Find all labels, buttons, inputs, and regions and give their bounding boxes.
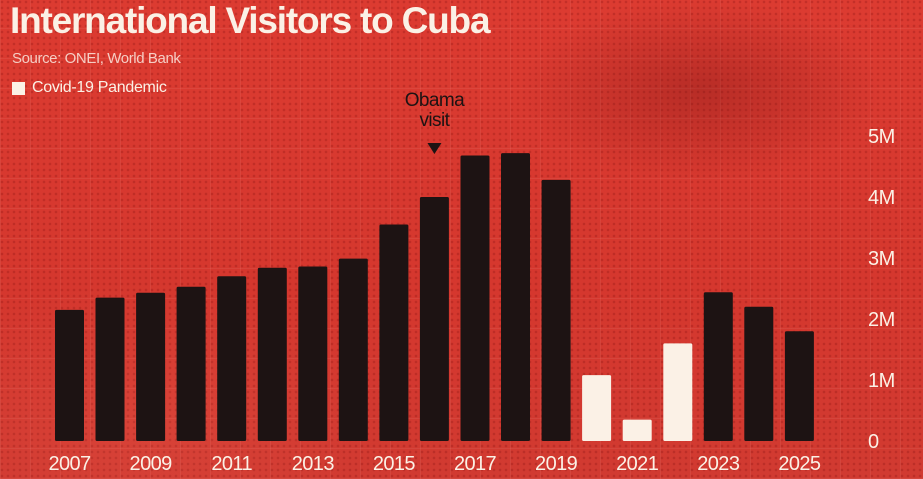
x-tick-label: 2019 bbox=[535, 453, 578, 475]
annotation-text: visit bbox=[420, 110, 451, 131]
legend: Covid-19 Pandemic bbox=[12, 79, 167, 97]
legend-label-covid: Covid-19 Pandemic bbox=[32, 79, 167, 96]
x-tick-label: 2013 bbox=[292, 453, 335, 475]
y-axis-ticks: 0 1M 2M 3M 4M 5M bbox=[868, 126, 895, 453]
bar-2023 bbox=[703, 292, 733, 441]
x-tick-label: 2015 bbox=[373, 453, 416, 475]
chart-title: International Visitors to Cuba bbox=[10, 0, 491, 41]
y-tick-label: 1M bbox=[868, 370, 895, 392]
bar-2016 bbox=[419, 197, 449, 441]
x-tick-label: 2007 bbox=[48, 453, 91, 475]
bar-2010 bbox=[176, 286, 206, 441]
x-axis-ticks: 2007 2009 2011 2013 2015 2017 2019 2021 2023 2025 bbox=[48, 453, 821, 475]
bar-2021-covid bbox=[622, 419, 652, 441]
bar-2025 bbox=[784, 331, 814, 441]
bar-2024 bbox=[744, 306, 774, 441]
bar-2019 bbox=[541, 179, 571, 441]
x-tick-label: 2021 bbox=[616, 453, 659, 475]
x-tick-label: 2025 bbox=[778, 453, 821, 475]
bar-2015 bbox=[379, 224, 409, 441]
bar-2017 bbox=[460, 155, 490, 441]
bar-2008 bbox=[95, 297, 125, 441]
y-tick-label: 0 bbox=[868, 431, 879, 453]
chart-source: Source: ONEI, World Bank bbox=[12, 50, 181, 67]
x-tick-label: 2017 bbox=[454, 453, 497, 475]
bar-2012 bbox=[257, 267, 287, 441]
y-tick-label: 5M bbox=[868, 126, 895, 148]
y-tick-label: 4M bbox=[868, 187, 895, 209]
bar-2007 bbox=[55, 309, 84, 441]
bar-2014 bbox=[338, 258, 368, 441]
x-tick-label: 2009 bbox=[130, 453, 173, 475]
bar-2013 bbox=[298, 266, 328, 441]
annotation-text: Obama bbox=[405, 90, 465, 111]
bar-2020-covid bbox=[582, 375, 612, 441]
legend-swatch-covid bbox=[12, 81, 25, 95]
x-tick-label: 2023 bbox=[697, 453, 740, 475]
y-tick-label: 3M bbox=[868, 248, 895, 270]
x-tick-label: 2011 bbox=[211, 453, 252, 475]
bar-2022-covid bbox=[663, 343, 693, 441]
annotation-marker-triangle bbox=[427, 143, 442, 154]
bar-2009 bbox=[136, 292, 166, 441]
bar-2011 bbox=[217, 276, 247, 441]
bar-2018 bbox=[501, 153, 530, 441]
bars-group bbox=[55, 153, 814, 441]
y-tick-label: 2M bbox=[868, 309, 895, 331]
